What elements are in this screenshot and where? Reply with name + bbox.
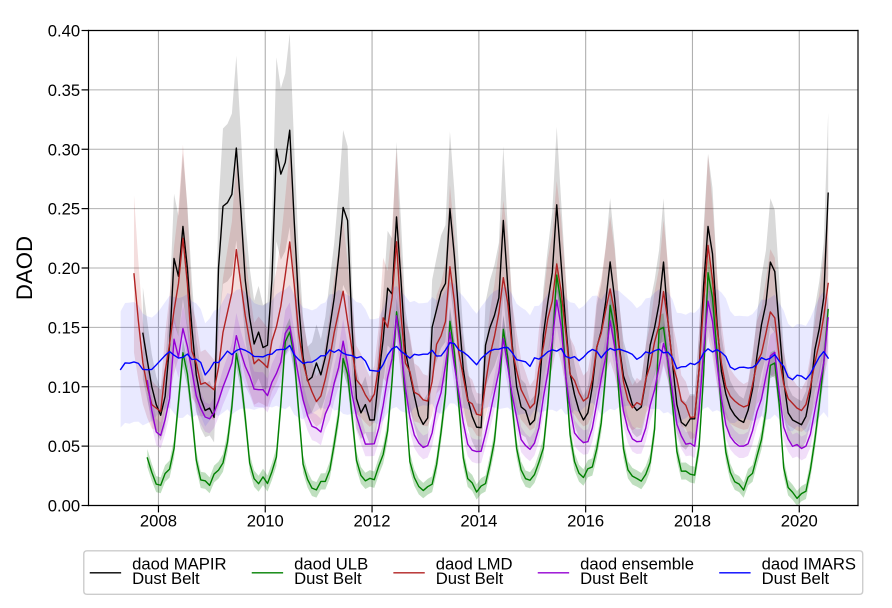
svg-text:DAOD: DAOD [12, 236, 37, 300]
svg-text:2020: 2020 [781, 512, 818, 531]
svg-text:0.10: 0.10 [48, 378, 80, 397]
svg-text:2014: 2014 [460, 512, 497, 531]
svg-text:0.00: 0.00 [48, 497, 80, 516]
svg-text:daod IMARS: daod IMARS [762, 555, 856, 574]
svg-text:Dust Belt: Dust Belt [580, 569, 648, 588]
svg-text:0.15: 0.15 [48, 318, 80, 337]
svg-text:daod LMD: daod LMD [436, 555, 513, 574]
svg-text:Dust Belt: Dust Belt [132, 569, 200, 588]
svg-text:Dust Belt: Dust Belt [762, 569, 830, 588]
svg-text:daod ensemble: daod ensemble [580, 555, 694, 574]
svg-text:0.05: 0.05 [48, 437, 80, 456]
svg-text:0.25: 0.25 [48, 200, 80, 219]
svg-text:2016: 2016 [567, 512, 604, 531]
svg-text:2018: 2018 [674, 512, 711, 531]
svg-text:0.35: 0.35 [48, 81, 80, 100]
svg-text:0.40: 0.40 [48, 22, 80, 41]
svg-text:0.30: 0.30 [48, 140, 80, 159]
svg-text:2008: 2008 [140, 512, 177, 531]
svg-text:daod MAPIR: daod MAPIR [132, 555, 226, 574]
svg-text:Dust Belt: Dust Belt [294, 569, 362, 588]
svg-text:2010: 2010 [247, 512, 284, 531]
svg-text:0.20: 0.20 [48, 259, 80, 278]
svg-text:daod ULB: daod ULB [294, 555, 368, 574]
svg-text:2012: 2012 [354, 512, 391, 531]
svg-text:Dust Belt: Dust Belt [436, 569, 504, 588]
